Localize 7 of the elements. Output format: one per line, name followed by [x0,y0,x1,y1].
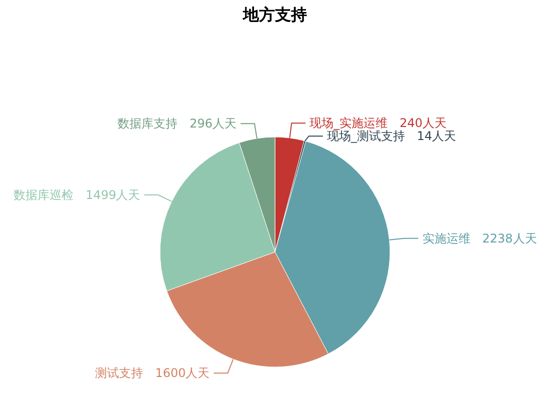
chart-title: 地方支持 [242,5,307,24]
slice-label: 测试支持 1600人天 [95,366,210,380]
slice-label: 数据库支持 296人天 [118,116,237,131]
slice-label: 现场_测试支持 14人天 [326,129,456,144]
slice-label: 数据库巡检 1499人天 [14,188,140,202]
slice-label: 现场_实施运维 240人天 [310,116,447,130]
slice-label: 实施运维 2238人天 [422,231,537,246]
